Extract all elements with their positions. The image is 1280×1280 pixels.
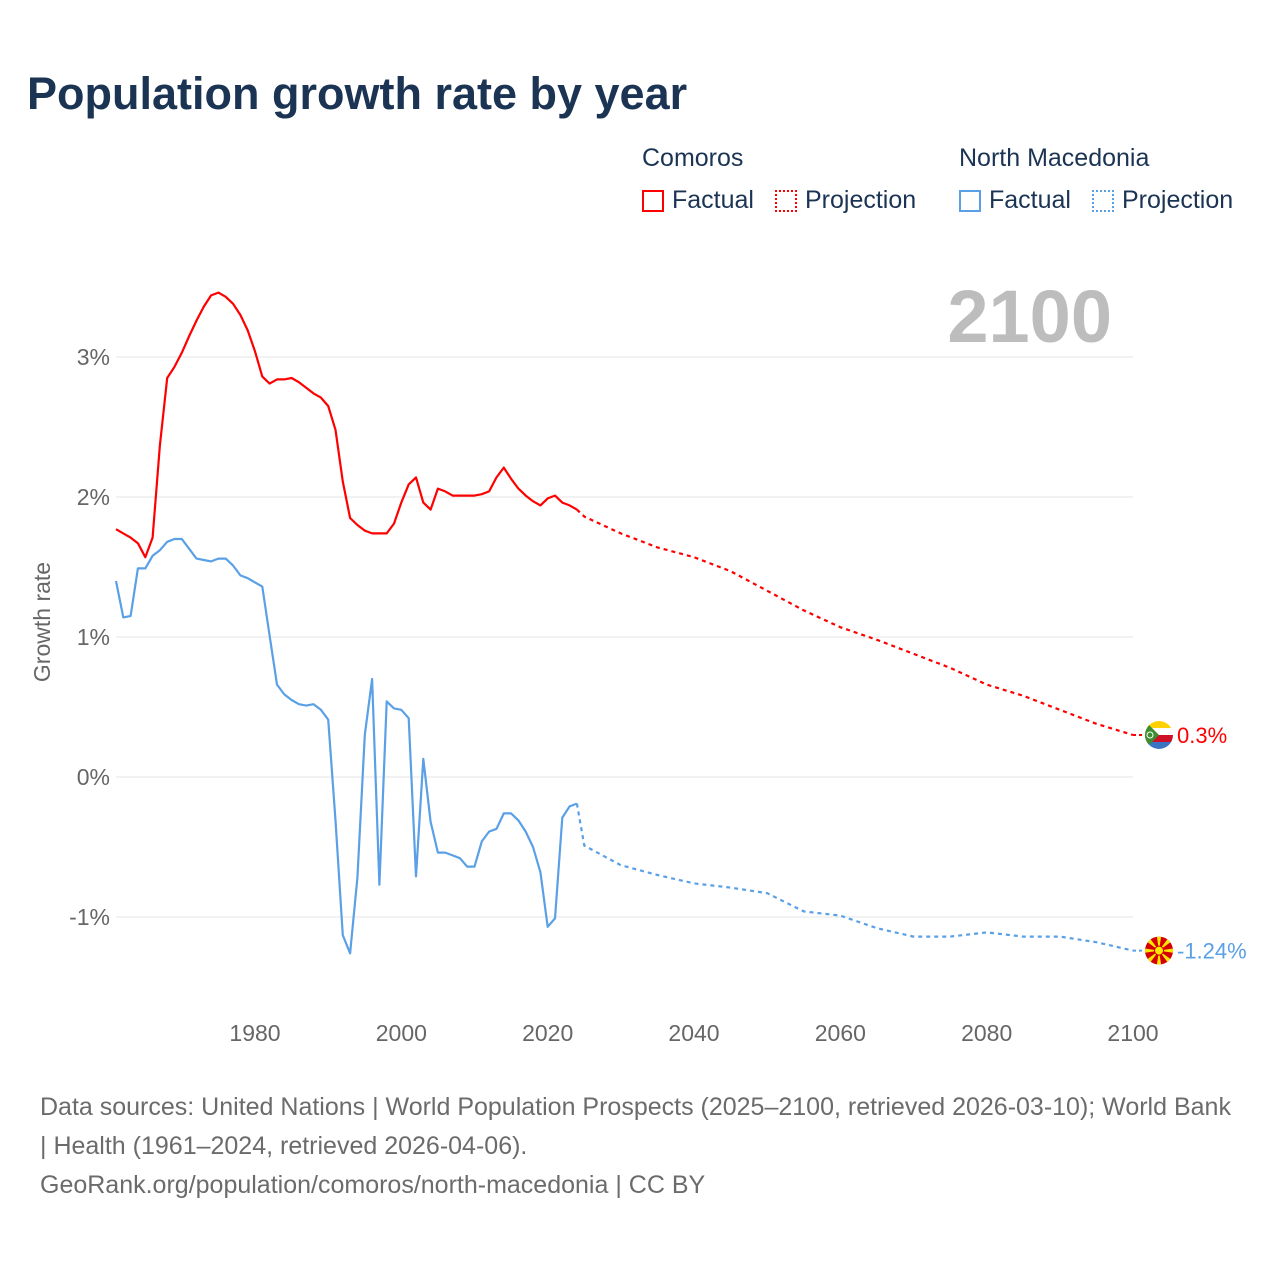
north-macedonia-factual-line [114, 537, 578, 955]
legend-comoros-projection[interactable]: Projection [775, 186, 916, 215]
x-tick-label: 2000 [376, 1020, 427, 1046]
sun-ray [1156, 950, 1162, 965]
sun-icon [1154, 945, 1164, 956]
x-tick-label: 2020 [522, 1020, 573, 1046]
year-watermark: 2100 [947, 275, 1112, 358]
sun-ray [1145, 947, 1159, 954]
dotted-swatch-icon [1092, 189, 1114, 212]
data-sources: Data sources: United Nations | World Pop… [40, 1093, 1231, 1160]
sun-ray [1156, 936, 1162, 951]
legend-label: Projection [805, 186, 917, 214]
chart-title: Population growth rate by year [27, 68, 688, 119]
flag-body [1145, 936, 1173, 965]
north-macedonia-projection-line [575, 803, 1134, 952]
x-tick-label: 2060 [815, 1020, 866, 1046]
legend-group-label: Comoros [642, 144, 744, 172]
x-tick-label: 1980 [229, 1020, 280, 1046]
legend-label: Projection [1122, 186, 1234, 214]
flag-triangle [1145, 721, 1159, 749]
y-tick-label: 2% [77, 484, 110, 510]
sun-ray [1159, 947, 1173, 954]
legend-comoros: Comoros Factual Projection [642, 144, 916, 214]
y-tick-label: 0% [77, 764, 110, 790]
legend-north-macedonia: North Macedonia Factual Projection [959, 144, 1233, 214]
x-tick-label: 2040 [668, 1020, 719, 1046]
north-macedonia-flag-icon [1145, 936, 1173, 965]
crescent-icon [1146, 731, 1154, 739]
line-chart: 2100 Growth rate 3% 2% 1% 0% -1% 1980 2000 2020… [29, 275, 1247, 1046]
flag-stripe [1145, 721, 1173, 728]
x-tick-label: 2080 [961, 1020, 1012, 1046]
source-note: Data sources: United Nations | World Pop… [40, 1088, 1240, 1205]
flag-stripe [1145, 735, 1173, 742]
comoros-projection-line [576, 508, 1134, 737]
legend-nm-factual[interactable]: Factual [959, 186, 1071, 215]
solid-swatch-icon [959, 189, 981, 212]
comoros-factual-line [115, 291, 578, 559]
legend-comoros-factual[interactable]: Factual [642, 186, 754, 215]
y-tick-label: 1% [77, 624, 110, 650]
dotted-swatch-icon [775, 189, 797, 212]
solid-swatch-icon [642, 189, 664, 212]
legend-label: Factual [989, 186, 1071, 214]
attribution-link[interactable]: GeoRank.org/population/comoros/north-mac… [40, 1171, 706, 1199]
y-tick-label: -1% [69, 904, 110, 930]
flag-stripe [1145, 742, 1173, 749]
north-macedonia-end-label: -1.24% [1177, 939, 1247, 964]
legend-group-label: North Macedonia [959, 144, 1150, 172]
y-axis-label: Growth rate [29, 562, 55, 682]
comoros-end-label: 0.3% [1177, 723, 1227, 748]
comoros-flag-icon [1145, 721, 1173, 749]
flag-stripe [1145, 728, 1173, 735]
legend-nm-projection[interactable]: Projection [1092, 186, 1233, 215]
flag-body [1145, 721, 1173, 749]
legend-label: Factual [672, 186, 754, 214]
y-tick-label: 3% [77, 344, 110, 370]
x-tick-label: 2100 [1107, 1020, 1158, 1046]
